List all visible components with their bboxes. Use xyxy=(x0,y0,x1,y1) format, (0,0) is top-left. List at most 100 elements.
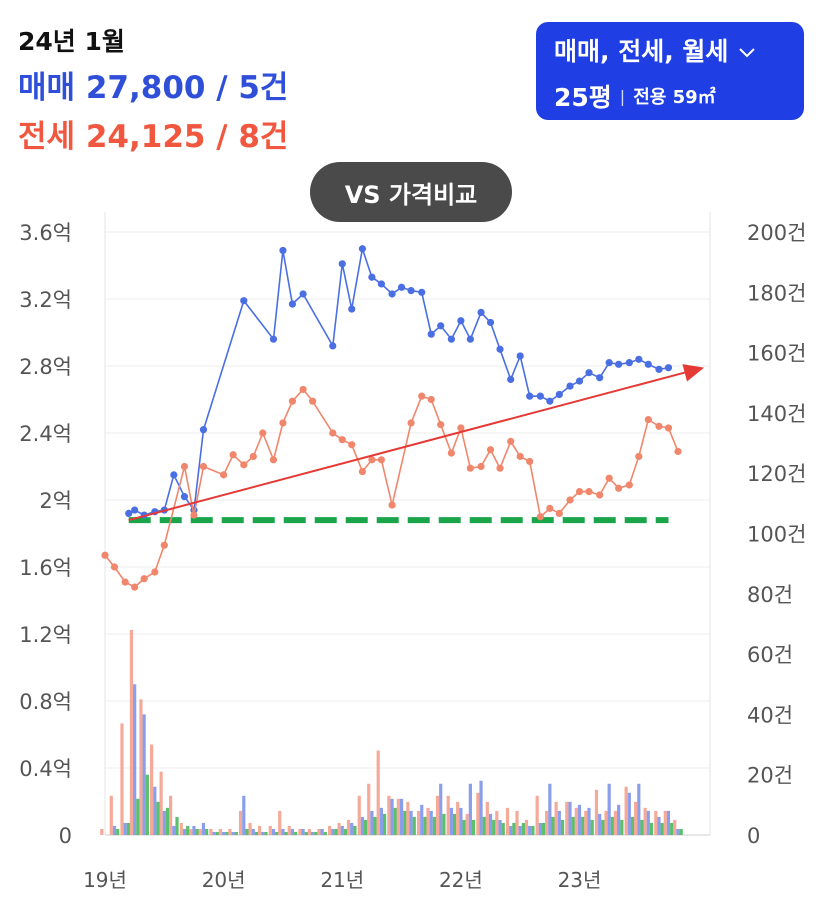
jeonse-price-point xyxy=(605,474,613,482)
jeonse-volume-bar xyxy=(613,810,618,835)
jeonse-price-point xyxy=(457,424,465,432)
jeonse-volume-bar xyxy=(179,822,183,835)
jeonse-volume-bar xyxy=(456,801,460,835)
jeonse-volume-bar xyxy=(169,795,173,835)
wolse-volume-bar xyxy=(264,831,268,835)
sale-price-point xyxy=(447,335,455,343)
jeonse-volume-bar xyxy=(663,810,667,835)
jeonse-price-point xyxy=(596,491,604,499)
wolse-volume-bar xyxy=(649,822,654,835)
wolse-volume-bar xyxy=(412,816,416,835)
sale-price-point xyxy=(605,359,613,367)
price-tick-label: 2억 xyxy=(39,489,72,513)
wolse-volume-bar xyxy=(364,819,368,835)
jeonse-price-point xyxy=(466,464,474,472)
wolse-volume-bar xyxy=(126,822,130,835)
wolse-volume-bar xyxy=(304,831,308,835)
count-tick-label: 20건 xyxy=(747,764,793,788)
sale-price-point xyxy=(655,365,663,373)
jeonse-price-point xyxy=(299,385,307,394)
wolse-volume-bar xyxy=(610,816,614,835)
sale-price-point xyxy=(348,305,356,313)
sale-price-point xyxy=(240,297,248,305)
sale-volume-bar xyxy=(301,828,305,835)
sale-price-point xyxy=(575,377,584,385)
sale-summary: 매매 27,800 / 5건 xyxy=(18,70,289,106)
period-label: 24년 1월 xyxy=(18,27,125,56)
sale-price-point xyxy=(477,308,485,316)
jeonse-volume-bar xyxy=(218,828,223,835)
deal-types-label: 매매, 전세, 월세 xyxy=(554,37,729,66)
sale-volume-bar xyxy=(390,798,394,835)
jeonse-volume-bar xyxy=(307,828,311,835)
sale-volume-bar xyxy=(627,792,631,835)
sale-volume-bar xyxy=(340,825,344,835)
jeonse-price-point xyxy=(388,501,396,509)
wolse-volume-bar xyxy=(383,813,387,835)
jeonse-price-point xyxy=(585,488,593,496)
sale-price-point xyxy=(368,273,376,281)
jeonse-volume-bar xyxy=(594,789,599,835)
jeonse-volume-bar xyxy=(505,807,510,835)
sale-price-point xyxy=(644,360,652,368)
jeonse-volume-bar xyxy=(485,801,489,835)
sale-volume-bar xyxy=(439,783,443,835)
jeonse-volume-bar xyxy=(406,801,410,835)
sale-price-point xyxy=(418,288,426,296)
jeonse-price-point xyxy=(486,446,495,454)
sale-price-point xyxy=(555,390,563,399)
jeonse-price-point xyxy=(625,481,633,489)
sale-volume-bar xyxy=(468,783,472,835)
jeonse-price-point xyxy=(220,471,228,479)
jeonse-price-point xyxy=(259,429,267,437)
jeonse-price-line xyxy=(104,388,679,589)
sale-volume-bar xyxy=(271,828,276,835)
wolse-volume-bar xyxy=(432,816,437,835)
wolse-volume-bar xyxy=(560,819,565,835)
vs-compare-button[interactable]: VS 가격비교 xyxy=(310,162,512,222)
jeonse-volume-bar xyxy=(109,795,113,835)
sale-volume-bar xyxy=(587,807,591,835)
wolse-volume-bar xyxy=(521,822,525,835)
wolse-volume-bar xyxy=(482,816,486,835)
sale-price-point xyxy=(526,392,534,400)
wolse-volume-bar xyxy=(442,813,446,835)
jeonse-volume-bar xyxy=(643,807,647,835)
jeonse-volume-bar xyxy=(535,795,539,835)
sale-price-point xyxy=(377,280,386,288)
count-tick-label: 200건 xyxy=(747,221,806,245)
jeonse-price-point xyxy=(240,461,248,469)
jeonse-price-point xyxy=(140,575,148,583)
pyeong-label: 25평 xyxy=(554,83,612,112)
sale-price-point xyxy=(496,345,504,353)
sale-price-point xyxy=(615,360,623,368)
sale-volume-bar xyxy=(528,825,532,835)
jeonse-price-point xyxy=(546,504,554,512)
jeonse-volume-bar xyxy=(416,810,421,835)
wolse-volume-bar xyxy=(492,819,496,835)
sale-volume-bar xyxy=(331,828,335,835)
wolse-volume-bar xyxy=(541,822,546,835)
exclusive-area-label: 전용 59㎡ xyxy=(633,87,716,108)
wolse-volume-bar xyxy=(571,816,575,835)
sale-volume-bar xyxy=(142,714,146,835)
jeonse-volume-bar xyxy=(257,825,262,835)
sale-price-point xyxy=(358,245,367,253)
jeonse-price-point xyxy=(507,437,515,445)
jeonse-price-point xyxy=(180,462,189,471)
jeonse-price-point xyxy=(615,484,623,492)
sale-volume-bar xyxy=(409,810,413,835)
sale-price-point xyxy=(338,260,346,268)
sale-price-point xyxy=(625,359,633,367)
wolse-volume-bar xyxy=(660,822,664,835)
jeonse-price-point xyxy=(101,551,109,559)
jeonse-volume-bar xyxy=(337,822,341,835)
sale-price-point xyxy=(397,283,406,291)
count-tick-label: 80건 xyxy=(747,583,793,607)
sale-price-point xyxy=(299,290,307,298)
wolse-volume-bar xyxy=(245,828,249,835)
jeonse-price-point xyxy=(160,541,168,549)
type-area-filter-button[interactable]: 매매, 전세, 월세 25평 | 전용 59㎡ xyxy=(536,22,804,120)
sale-price-point xyxy=(596,374,604,382)
wolse-volume-bar xyxy=(343,828,348,835)
